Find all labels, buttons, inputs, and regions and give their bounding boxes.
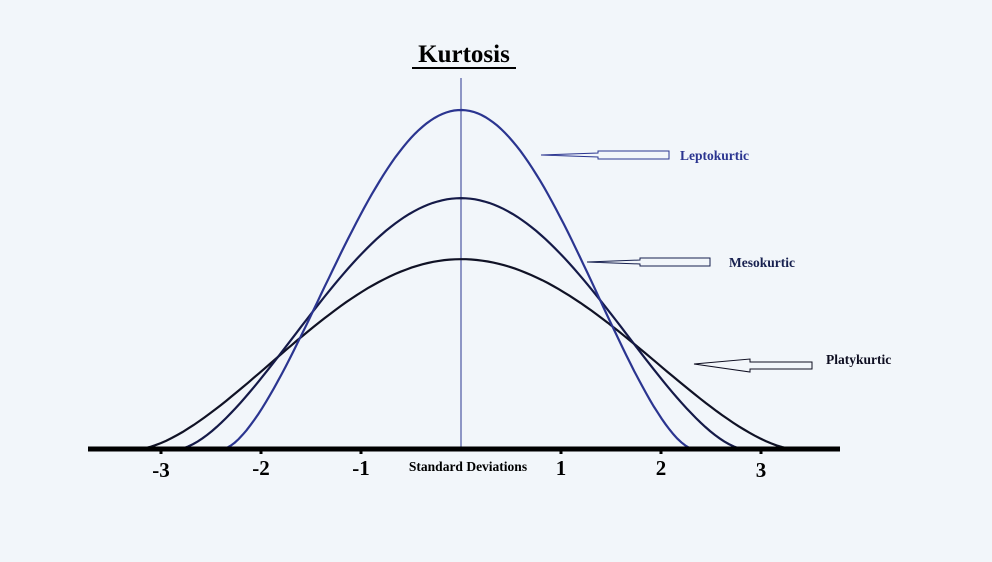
x-tick-labels: -3 -2 -1 1 2 3 bbox=[152, 456, 766, 482]
curves bbox=[138, 108, 794, 451]
label-mesokurtic: Mesokurtic bbox=[729, 255, 795, 270]
x-tick-label: -1 bbox=[352, 456, 370, 480]
x-tick-label: 2 bbox=[656, 456, 667, 480]
curve-mesokurtic bbox=[178, 196, 744, 451]
curve-leptokurtic bbox=[222, 108, 694, 451]
x-tick-label: -3 bbox=[152, 458, 170, 482]
x-axis-label: Standard Deviations bbox=[409, 459, 527, 474]
label-leptokurtic: Leptokurtic bbox=[680, 148, 749, 163]
arrow-leptokurtic bbox=[540, 150, 670, 160]
label-platykurtic: Platykurtic bbox=[826, 352, 891, 367]
curve-platykurtic bbox=[138, 258, 794, 451]
diagram-title: Kurtosis bbox=[418, 41, 510, 68]
x-tick-label: 3 bbox=[756, 458, 767, 482]
x-tick-label: -2 bbox=[252, 456, 270, 480]
x-ticks bbox=[159, 449, 763, 454]
arrow-mesokurtic bbox=[586, 257, 711, 267]
arrow-platykurtic bbox=[693, 358, 813, 373]
x-tick-label: 1 bbox=[556, 456, 567, 480]
